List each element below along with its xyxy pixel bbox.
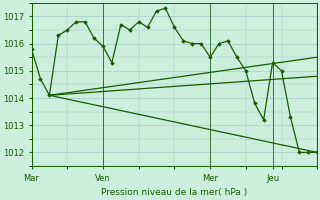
- X-axis label: Pression niveau de la mer( hPa ): Pression niveau de la mer( hPa ): [101, 188, 247, 197]
